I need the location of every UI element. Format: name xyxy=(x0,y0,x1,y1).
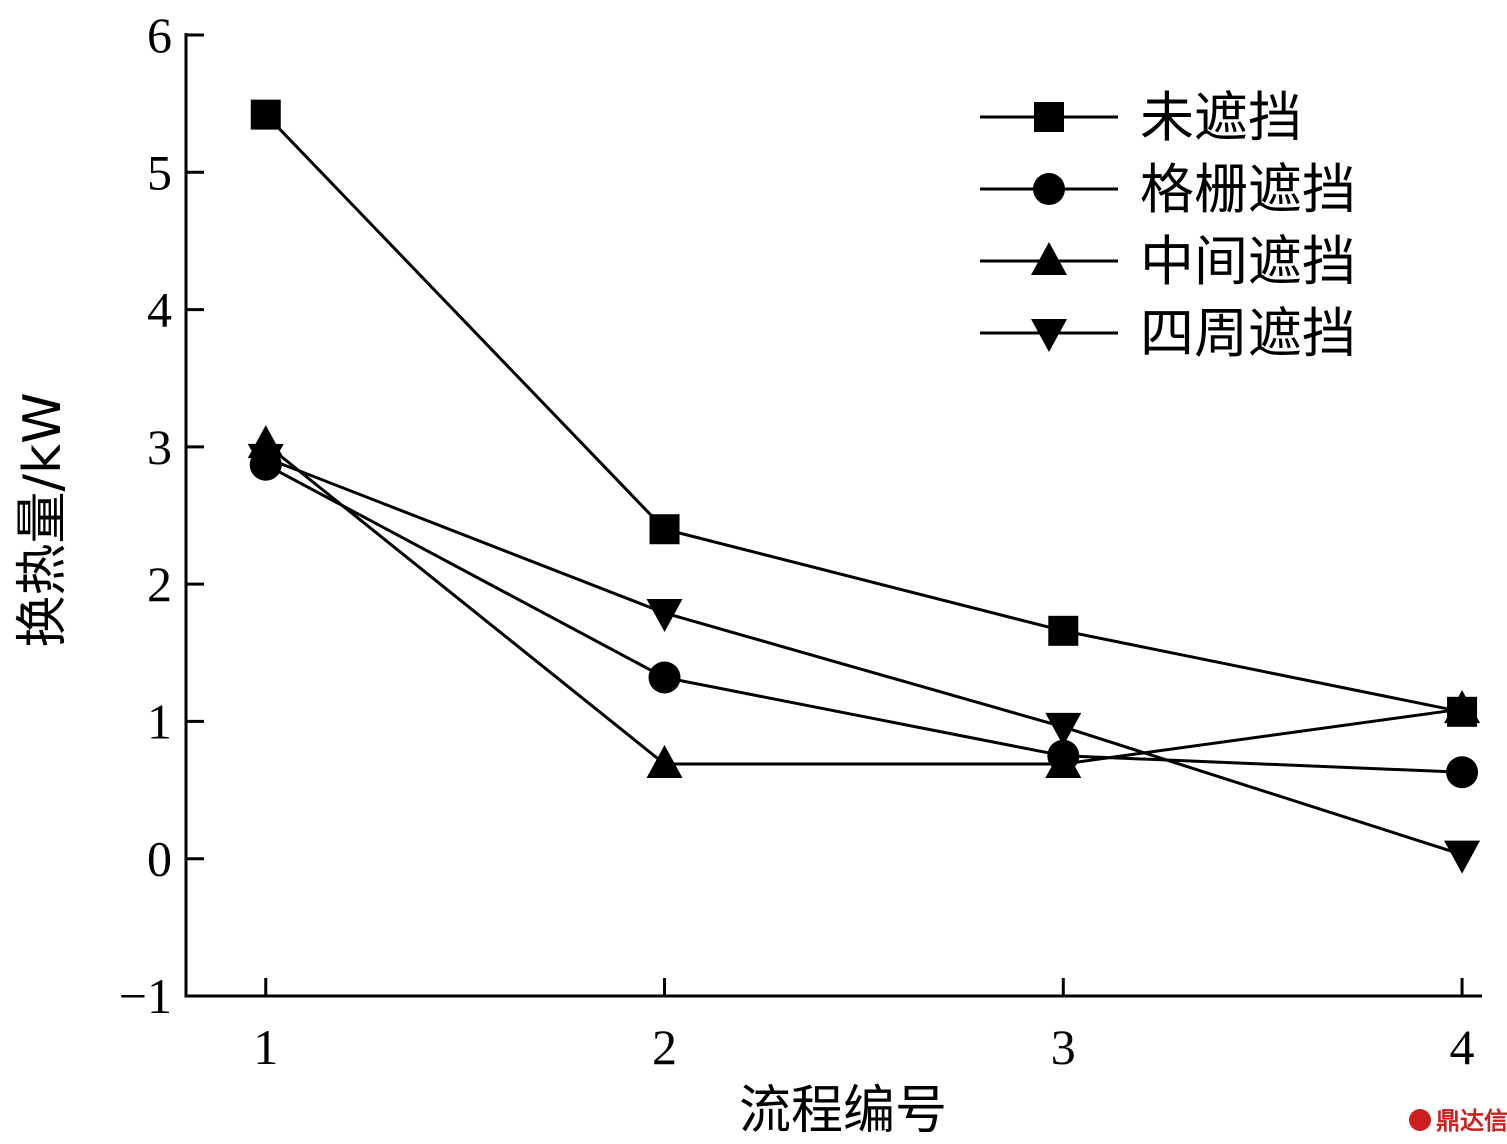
series-4 xyxy=(247,443,1481,874)
legend-marker xyxy=(1034,102,1064,132)
y-tick-label: 3 xyxy=(147,419,172,475)
chart-axes xyxy=(184,33,1482,998)
legend-label: 四周遮挡 xyxy=(1140,302,1356,365)
x-tick-label: 2 xyxy=(652,1019,677,1075)
series-line xyxy=(265,463,1463,774)
x-tick-label: 3 xyxy=(1051,1019,1076,1075)
data-point xyxy=(649,514,680,545)
legend-marker xyxy=(1031,242,1067,275)
data-point xyxy=(1045,744,1082,778)
legend-item: 格栅遮挡 xyxy=(980,158,1356,221)
y-axis-title: 换热量/kW xyxy=(13,392,73,647)
legend-label: 未遮挡 xyxy=(1140,86,1302,149)
series-line xyxy=(265,456,1463,857)
x-axis-title: 流程编号 xyxy=(739,1081,947,1141)
data-point xyxy=(1045,712,1082,746)
y-tick-label: −1 xyxy=(119,968,172,1024)
legend-item: 中间遮挡 xyxy=(980,230,1356,293)
y-tick-label: 4 xyxy=(147,282,172,338)
series-2 xyxy=(249,448,1479,789)
data-point xyxy=(1446,756,1479,789)
data-point xyxy=(646,744,683,778)
watermark-logo-icon xyxy=(1409,1109,1431,1131)
legend-label: 中间遮挡 xyxy=(1140,230,1356,293)
data-point xyxy=(1444,840,1481,874)
series-layer xyxy=(247,99,1481,874)
data-point xyxy=(247,443,284,477)
data-point xyxy=(250,99,281,130)
x-tick-label: 1 xyxy=(253,1019,278,1075)
y-tick-label: 1 xyxy=(147,693,172,749)
data-point xyxy=(646,598,683,632)
legend-item: 四周遮挡 xyxy=(980,302,1356,365)
legend-item: 未遮挡 xyxy=(980,86,1302,149)
series-3 xyxy=(247,425,1481,778)
y-tick-label: 0 xyxy=(147,831,172,887)
legend-label: 格栅遮挡 xyxy=(1140,158,1356,221)
data-point xyxy=(648,661,681,694)
series-line xyxy=(264,442,1463,766)
x-axis-ticks: 1 2 3 4 xyxy=(253,978,1475,1075)
y-axis-ticks: −1 0 1 2 3 4 5 6 xyxy=(119,7,204,1024)
watermark: 鼎达信 xyxy=(1409,1107,1507,1135)
series-line xyxy=(264,113,1463,714)
x-tick-label: 4 xyxy=(1450,1019,1475,1075)
data-point xyxy=(1444,690,1481,724)
data-point xyxy=(1048,615,1079,646)
y-tick-label: 6 xyxy=(147,7,172,63)
y-tick-label: 2 xyxy=(147,556,172,612)
watermark-text: 鼎达信 xyxy=(1436,1107,1507,1135)
legend-marker xyxy=(1031,319,1067,352)
y-tick-label: 5 xyxy=(147,144,172,200)
legend-marker xyxy=(1033,173,1065,205)
